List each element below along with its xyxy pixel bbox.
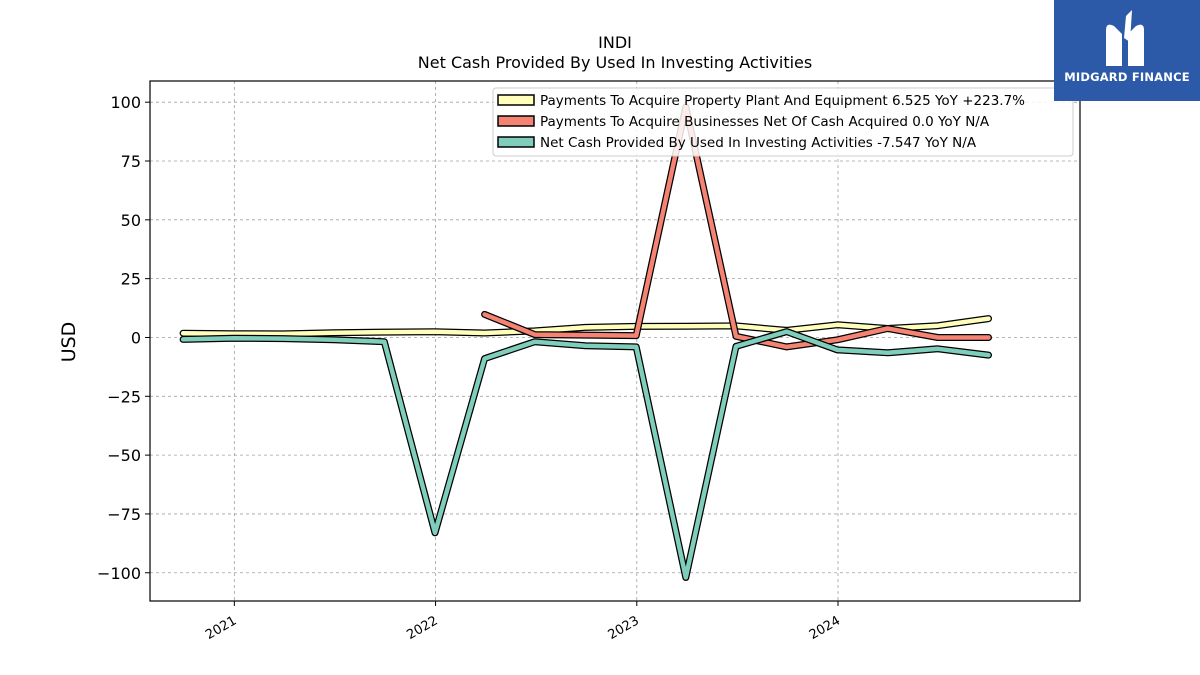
legend-swatch xyxy=(497,115,535,127)
x-tick-label: 2024 xyxy=(807,613,843,643)
x-tick-label: 2023 xyxy=(606,613,642,643)
legend: Payments To Acquire Property Plant And E… xyxy=(492,87,1074,157)
midgard-logo-icon xyxy=(1106,10,1144,67)
x-tick-label: 2021 xyxy=(203,613,239,643)
series-line xyxy=(180,329,991,580)
x-tick-label: 2022 xyxy=(404,613,440,643)
series-line-outline xyxy=(179,328,992,581)
series-line xyxy=(482,104,991,350)
legend-entry: Payments To Acquire Businesses Net Of Ca… xyxy=(540,114,990,130)
y-tick-label: −75 xyxy=(107,505,141,524)
y-tick-label: 75 xyxy=(121,152,141,171)
legend-swatch xyxy=(497,94,535,106)
y-tick-label: 0 xyxy=(131,328,141,347)
brand-logo: MIDGARD FINANCE xyxy=(1054,0,1200,101)
legend-swatch xyxy=(497,136,535,148)
y-tick-label: 25 xyxy=(121,270,141,289)
y-tick-label: 100 xyxy=(110,93,141,112)
plot-frame xyxy=(149,80,1081,602)
y-tick-label: −100 xyxy=(97,564,141,583)
x-axis: 2021 2022 2023 2024 xyxy=(203,601,843,643)
y-axis: 100 75 50 25 0 −25 −50 −75 −100 xyxy=(97,93,150,583)
chart-subtitle: Net Cash Provided By Used In Investing A… xyxy=(418,53,812,72)
y-tick-label: −50 xyxy=(107,446,141,465)
y-tick-label: 50 xyxy=(121,211,141,230)
series-line xyxy=(180,316,991,337)
y-axis-label: USD xyxy=(58,322,80,363)
series-lines xyxy=(179,103,992,581)
series-2 xyxy=(179,328,992,581)
brand-name: MIDGARD FINANCE xyxy=(1064,70,1190,84)
legend-entry: Net Cash Provided By Used In Investing A… xyxy=(540,135,977,151)
legend-entry: Payments To Acquire Property Plant And E… xyxy=(540,93,1025,109)
series-0 xyxy=(179,315,992,338)
chart-title: INDI xyxy=(598,33,632,52)
series-1 xyxy=(481,103,992,351)
legend-box xyxy=(492,87,1074,157)
y-tick-label: −25 xyxy=(107,387,141,406)
